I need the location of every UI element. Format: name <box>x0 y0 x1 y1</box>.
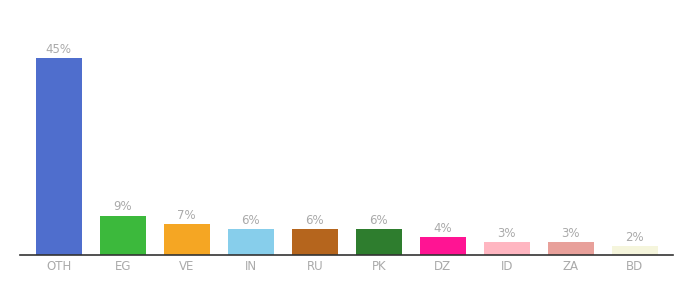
Bar <box>612 246 658 255</box>
Text: 6%: 6% <box>369 214 388 226</box>
Bar <box>483 242 530 255</box>
Text: 3%: 3% <box>498 227 516 240</box>
Text: 6%: 6% <box>241 214 260 226</box>
Bar <box>100 216 146 255</box>
Bar <box>356 229 402 255</box>
Text: 7%: 7% <box>177 209 196 222</box>
Text: 4%: 4% <box>433 222 452 235</box>
Bar <box>548 242 594 255</box>
Text: 45%: 45% <box>46 43 72 56</box>
Text: 6%: 6% <box>305 214 324 226</box>
Bar <box>36 58 82 255</box>
Text: 3%: 3% <box>562 227 580 240</box>
Bar <box>420 238 466 255</box>
Bar <box>292 229 338 255</box>
Text: 2%: 2% <box>626 231 644 244</box>
Text: 9%: 9% <box>114 200 132 213</box>
Bar <box>228 229 274 255</box>
Bar <box>164 224 210 255</box>
